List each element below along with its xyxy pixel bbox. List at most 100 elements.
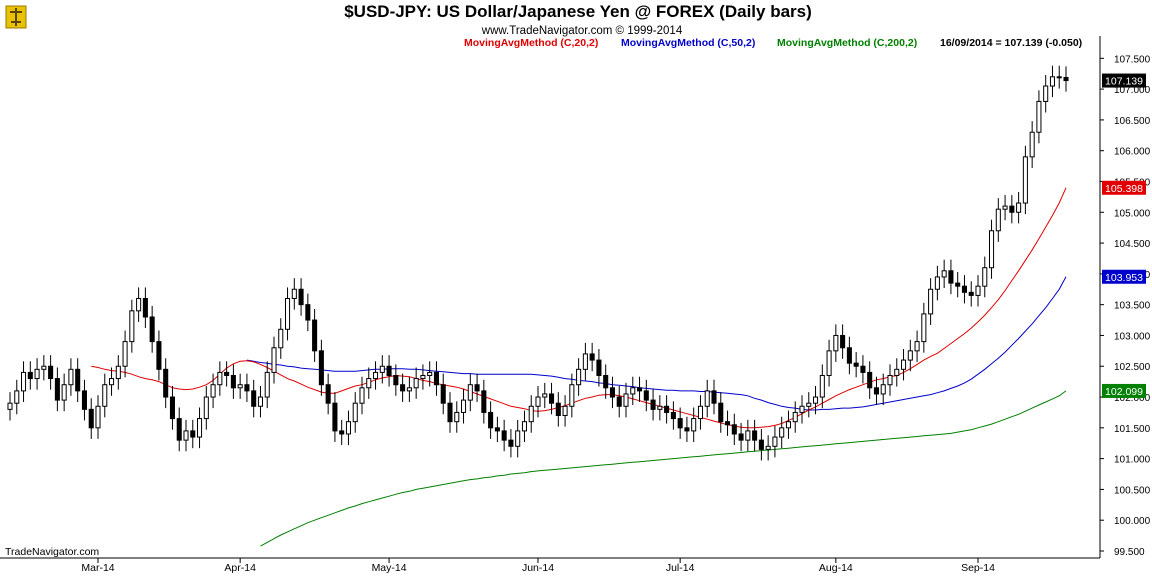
candle (535, 385, 541, 418)
candle (785, 410, 791, 439)
candle (562, 395, 568, 427)
candle (481, 379, 487, 424)
candle-body (576, 368, 582, 386)
candle-body (907, 350, 913, 361)
y-tick-label: 102.500 (1114, 362, 1151, 373)
candle (190, 419, 196, 449)
price-tag-box (1102, 383, 1146, 398)
candle (440, 373, 446, 415)
candle-body (75, 368, 81, 392)
candle (366, 367, 372, 399)
candle (109, 367, 115, 396)
candle (1056, 65, 1062, 89)
candle-body (278, 328, 284, 349)
candle-body (48, 365, 54, 380)
candle (860, 355, 866, 384)
candle (373, 361, 379, 390)
candle-body (95, 405, 101, 429)
candle-body (345, 421, 351, 435)
candle-body (542, 393, 548, 398)
candle (420, 364, 426, 390)
price-tag-label: 103.953 (1105, 272, 1143, 284)
candle (799, 395, 805, 424)
candle-body (102, 384, 108, 407)
candle (27, 361, 33, 390)
candle (447, 392, 453, 433)
chart-title: $USD-JPY: US Dollar/Japanese Yen @ FOREX… (344, 2, 812, 21)
candle (616, 385, 622, 418)
candle (359, 376, 365, 415)
candle-body (413, 378, 419, 389)
candle (664, 395, 670, 424)
candle-body (731, 424, 737, 435)
candle (352, 392, 358, 433)
candle-body (846, 347, 852, 364)
candle-body (508, 439, 514, 447)
candle (779, 416, 785, 449)
candle (169, 385, 175, 430)
candle (102, 373, 108, 418)
candle-body (677, 418, 683, 429)
legend-ma50: MovingAvgMethod (C,50,2) (621, 37, 755, 49)
y-tick-label: 103.500 (1114, 301, 1151, 312)
candle-body (1016, 202, 1022, 213)
candle (291, 278, 297, 310)
candle-body (745, 430, 751, 441)
candle-body (1049, 76, 1055, 87)
candle (745, 419, 751, 452)
y-tick-label: 104.500 (1114, 239, 1151, 250)
candle-body (528, 405, 534, 423)
candle-body (257, 396, 263, 407)
candle (332, 392, 338, 442)
candle (427, 361, 433, 387)
legend-ma20: MovingAvgMethod (C,20,2) (464, 37, 598, 49)
y-axis-ticks: 107.500107.000106.500106.000105.500105.0… (1100, 54, 1151, 558)
candle-body (400, 384, 406, 392)
candle (901, 349, 907, 381)
candle (488, 401, 494, 439)
candle (718, 392, 724, 433)
candle-body (569, 384, 575, 407)
candle-body (995, 208, 1001, 232)
y-tick-label: 102.000 (1114, 393, 1151, 404)
candle-body (772, 436, 778, 447)
candle (163, 358, 169, 409)
candle (758, 429, 764, 461)
candle-body (34, 368, 40, 380)
candle-body (359, 387, 365, 404)
candle (677, 407, 683, 439)
candle-body (684, 427, 690, 432)
candle (772, 425, 778, 458)
candle-body (535, 396, 541, 407)
candle (393, 364, 399, 396)
y-tick-label: 100.000 (1114, 516, 1151, 527)
candle-body (481, 390, 487, 413)
candle (907, 339, 913, 372)
legend-ma200: MovingAvgMethod (C,200,2) (777, 37, 917, 49)
candle (183, 419, 189, 452)
candle (298, 278, 304, 316)
candle-body (961, 285, 967, 293)
candle-body (352, 402, 358, 423)
candle-body (366, 378, 372, 389)
candle-body (873, 387, 879, 395)
chart-subtitle: www.TradeNavigator.com © 1999-2014 (481, 25, 683, 37)
candle-body (1009, 205, 1015, 213)
candle (61, 373, 67, 412)
candle (684, 416, 690, 442)
candle-body (623, 393, 629, 407)
candle (880, 373, 886, 406)
candle (528, 395, 534, 433)
candle (637, 376, 643, 402)
x-tick-label: Jun-14 (522, 562, 554, 574)
candle-body (237, 384, 243, 389)
candle-body (474, 384, 480, 392)
candle (142, 287, 148, 329)
candle-body (718, 402, 724, 423)
candle-body (210, 384, 216, 398)
candle (197, 407, 203, 449)
candle (948, 259, 954, 295)
candle-body (163, 368, 169, 398)
candle-body (738, 433, 744, 441)
x-tick-label: Jul-14 (666, 562, 695, 574)
